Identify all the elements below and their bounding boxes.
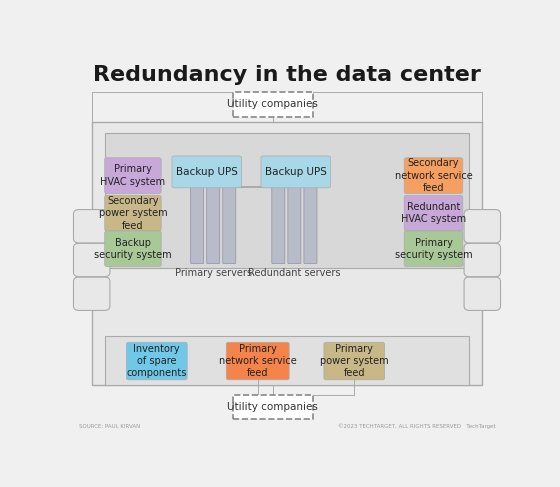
FancyBboxPatch shape	[304, 187, 317, 263]
Text: Redundancy in the data center: Redundancy in the data center	[93, 65, 481, 85]
FancyBboxPatch shape	[105, 195, 161, 231]
FancyBboxPatch shape	[207, 187, 220, 263]
Text: Utility companies: Utility companies	[227, 99, 318, 110]
Text: Backup UPS: Backup UPS	[265, 167, 326, 177]
FancyBboxPatch shape	[105, 336, 469, 385]
FancyBboxPatch shape	[73, 277, 110, 310]
Text: Utility companies: Utility companies	[227, 402, 318, 412]
Text: Primary
network service
feed: Primary network service feed	[219, 344, 297, 378]
FancyBboxPatch shape	[105, 231, 161, 266]
FancyBboxPatch shape	[272, 187, 285, 263]
FancyBboxPatch shape	[223, 187, 236, 263]
FancyBboxPatch shape	[105, 133, 469, 268]
Text: Primary
security system: Primary security system	[395, 238, 472, 260]
Text: Primary
power system
feed: Primary power system feed	[320, 344, 389, 378]
Text: Redundant servers: Redundant servers	[248, 268, 340, 278]
Text: Primary
HVAC system: Primary HVAC system	[100, 165, 166, 187]
FancyBboxPatch shape	[226, 342, 289, 380]
Text: Primary servers: Primary servers	[175, 268, 252, 278]
FancyBboxPatch shape	[404, 195, 463, 231]
FancyBboxPatch shape	[172, 156, 241, 188]
Text: Inventory
of spare
components: Inventory of spare components	[127, 344, 187, 378]
FancyBboxPatch shape	[127, 342, 187, 380]
Text: Redundant
HVAC system: Redundant HVAC system	[401, 202, 466, 225]
FancyBboxPatch shape	[324, 342, 385, 380]
FancyBboxPatch shape	[105, 158, 161, 193]
Text: Secondary
network service
feed: Secondary network service feed	[395, 158, 472, 193]
Text: SOURCE: PAUL KIRVAN: SOURCE: PAUL KIRVAN	[78, 424, 140, 429]
FancyBboxPatch shape	[464, 277, 501, 310]
Text: Backup UPS: Backup UPS	[176, 167, 237, 177]
FancyBboxPatch shape	[464, 244, 501, 277]
Text: Backup
security system: Backup security system	[94, 238, 172, 260]
Text: Secondary
power system
feed: Secondary power system feed	[99, 196, 167, 230]
FancyBboxPatch shape	[404, 158, 463, 193]
FancyBboxPatch shape	[404, 231, 463, 266]
FancyBboxPatch shape	[288, 187, 301, 263]
FancyBboxPatch shape	[92, 122, 482, 385]
FancyBboxPatch shape	[261, 156, 330, 188]
FancyBboxPatch shape	[190, 187, 204, 263]
FancyBboxPatch shape	[233, 395, 313, 419]
Text: ©2023 TECHTARGET, ALL RIGHTS RESERVED   TechTarget: ©2023 TECHTARGET, ALL RIGHTS RESERVED Te…	[338, 423, 495, 429]
FancyBboxPatch shape	[464, 209, 501, 243]
FancyBboxPatch shape	[233, 92, 313, 116]
FancyBboxPatch shape	[73, 209, 110, 243]
FancyBboxPatch shape	[73, 244, 110, 277]
